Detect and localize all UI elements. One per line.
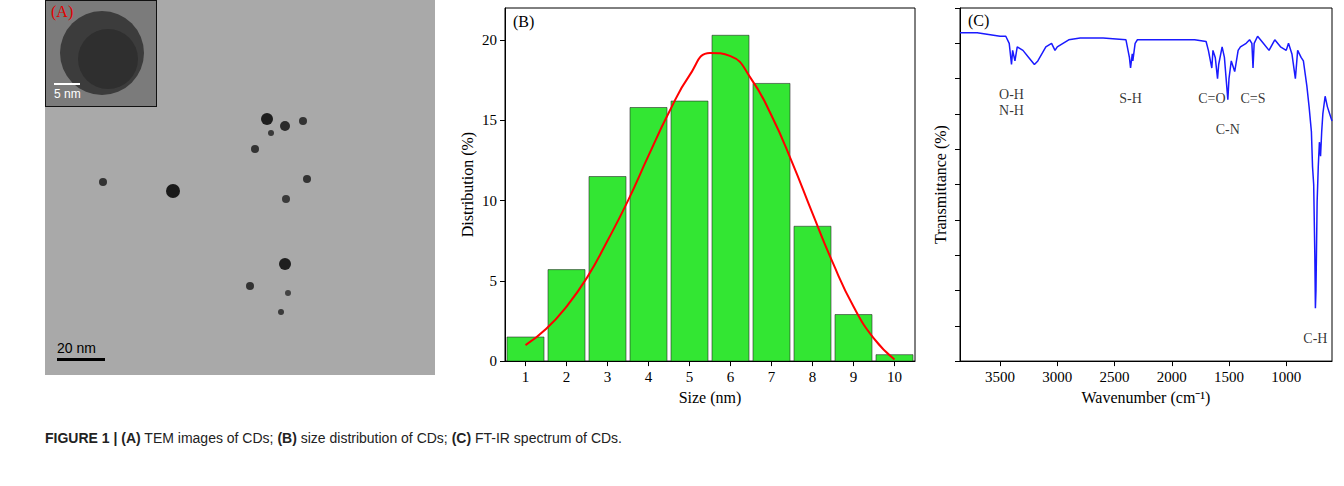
- svg-text:C-N: C-N: [1216, 122, 1240, 137]
- svg-text:2500: 2500: [1100, 369, 1130, 385]
- svg-text:7: 7: [768, 369, 776, 385]
- svg-text:8: 8: [809, 369, 817, 385]
- svg-text:2000: 2000: [1157, 369, 1187, 385]
- svg-text:5: 5: [490, 273, 498, 289]
- svg-text:1: 1: [522, 369, 530, 385]
- svg-text:Transmittance (%): Transmittance (%): [932, 125, 950, 244]
- svg-text:3000: 3000: [1042, 369, 1072, 385]
- svg-text:O-H: O-H: [999, 87, 1024, 102]
- svg-text:2: 2: [563, 369, 571, 385]
- svg-text:1000: 1000: [1271, 369, 1301, 385]
- svg-text:(B): (B): [513, 13, 534, 31]
- html-text:(A): (A): [51, 3, 74, 20]
- svg-text:(C): (C): [968, 12, 989, 30]
- svg-text:N-H: N-H: [999, 103, 1024, 118]
- svg-text:1500: 1500: [1214, 369, 1244, 385]
- svg-text:20: 20: [482, 32, 497, 48]
- svg-text:3500: 3500: [985, 369, 1015, 385]
- svg-text:3: 3: [604, 369, 612, 385]
- svg-text:Size (nm): Size (nm): [679, 389, 742, 407]
- svg-text:4: 4: [645, 369, 653, 385]
- svg-text:Distribution (%): Distribution (%): [459, 132, 477, 237]
- svg-text:5: 5: [686, 369, 694, 385]
- svg-text:0: 0: [490, 353, 498, 369]
- svg-text:9: 9: [850, 369, 858, 385]
- svg-text:C-H: C-H: [1303, 331, 1327, 346]
- html-text:FIGURE 1 | (A) TEM images of C: FIGURE 1 | (A) TEM images of CDs; (B) si…: [45, 430, 622, 446]
- svg-text:10: 10: [887, 369, 902, 385]
- svg-text:6: 6: [727, 369, 735, 385]
- svg-text:C=O: C=O: [1198, 91, 1225, 106]
- svg-text:15: 15: [482, 112, 497, 128]
- svg-text:10: 10: [482, 193, 497, 209]
- html-text:20 nm: 20 nm: [57, 340, 96, 356]
- html-text:5 nm: 5 nm: [54, 87, 81, 101]
- svg-text:C=S: C=S: [1241, 91, 1266, 106]
- svg-text:Wavenumber (cm⁻¹): Wavenumber (cm⁻¹): [1082, 389, 1211, 407]
- svg-text:S-H: S-H: [1119, 91, 1142, 106]
